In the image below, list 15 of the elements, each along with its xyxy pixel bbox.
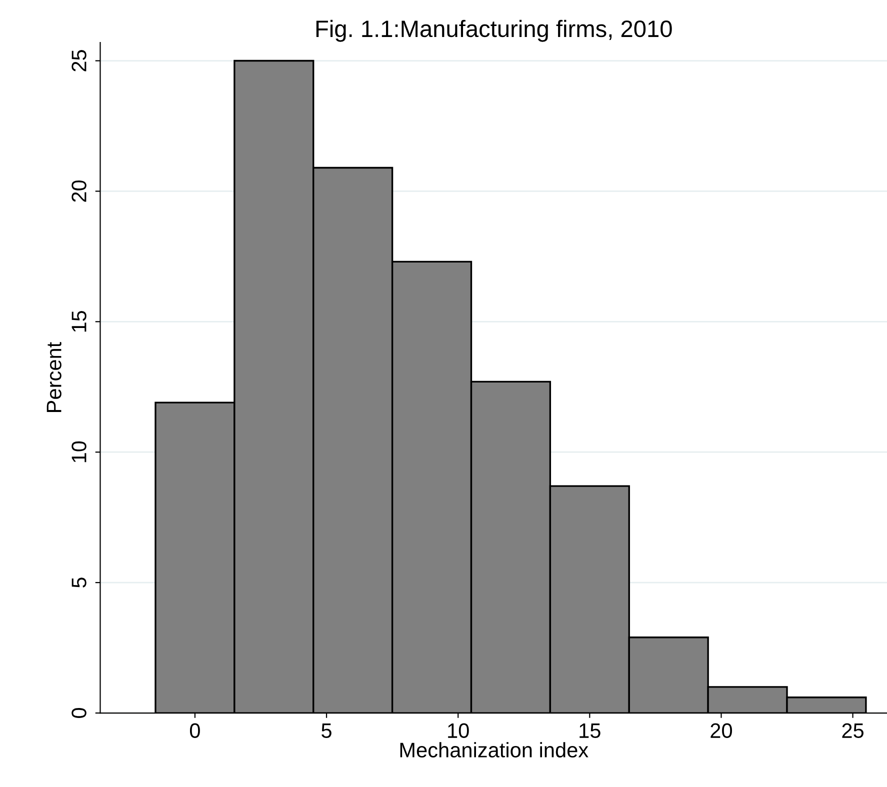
y-tick-label: 15 [72,310,86,332]
chart-title: Fig. 1.1:Manufacturing firms, 2010 [316,20,672,42]
y-tick-label: 10 [72,441,86,462]
y-tick-label: 0 [72,708,86,718]
y-axis-title: Percent [46,342,62,412]
y-tick-label: 25 [72,50,86,72]
x-tick-label: 20 [710,723,732,738]
y-tick-label: 5 [72,578,86,588]
x-tick-label: 10 [448,723,469,738]
x-tick-label: 25 [842,723,864,738]
x-axis-title: Mechanization index [400,742,588,758]
y-tick-label: 20 [72,180,86,202]
x-tick-label: 0 [190,723,200,738]
x-tick-label: 15 [580,724,600,738]
x-tick-label: 5 [322,724,332,738]
